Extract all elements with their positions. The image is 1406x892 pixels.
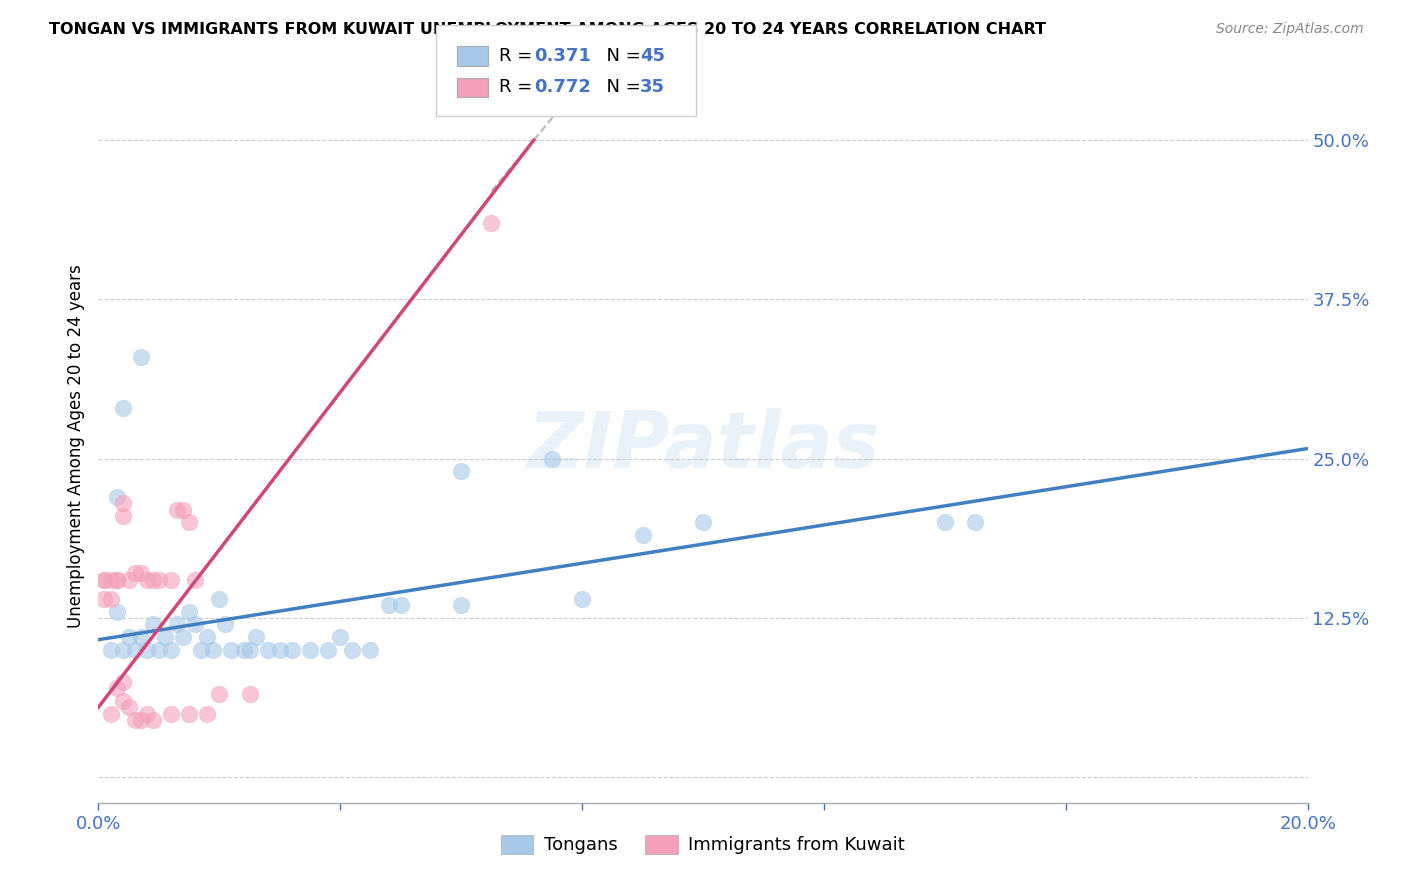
Legend: Tongans, Immigrants from Kuwait: Tongans, Immigrants from Kuwait — [494, 828, 912, 862]
Point — [142, 617, 165, 632]
Point — [100, 706, 122, 721]
Point — [142, 573, 165, 587]
Text: Source: ZipAtlas.com: Source: ZipAtlas.com — [1216, 22, 1364, 37]
Point — [342, 643, 364, 657]
Point — [360, 643, 382, 657]
Point — [202, 643, 225, 657]
Point — [172, 630, 194, 644]
Point — [571, 591, 593, 606]
Point — [148, 643, 170, 657]
Point — [269, 643, 291, 657]
Point — [93, 591, 115, 606]
Point — [965, 516, 987, 530]
Point — [214, 617, 236, 632]
Point — [172, 502, 194, 516]
Point — [195, 706, 218, 721]
Point — [239, 643, 262, 657]
Text: 0.371: 0.371 — [534, 47, 591, 65]
Point — [153, 630, 176, 644]
Point — [179, 605, 201, 619]
Point — [316, 643, 339, 657]
Point — [208, 688, 231, 702]
Point — [377, 599, 399, 613]
Point — [118, 573, 141, 587]
Point — [160, 643, 183, 657]
Point — [166, 502, 188, 516]
Point — [111, 496, 134, 510]
Point — [105, 490, 128, 504]
Text: TONGAN VS IMMIGRANTS FROM KUWAIT UNEMPLOYMENT AMONG AGES 20 TO 24 YEARS CORRELAT: TONGAN VS IMMIGRANTS FROM KUWAIT UNEMPLO… — [49, 22, 1046, 37]
Point — [124, 713, 146, 727]
Point — [105, 573, 128, 587]
Point — [111, 694, 134, 708]
Point — [111, 643, 134, 657]
Point — [190, 643, 212, 657]
Point — [934, 516, 956, 530]
Point — [540, 451, 562, 466]
Point — [195, 630, 218, 644]
Point — [118, 630, 141, 644]
Point — [160, 706, 183, 721]
Point — [281, 643, 304, 657]
Point — [105, 573, 128, 587]
Point — [111, 509, 134, 524]
Text: 45: 45 — [640, 47, 665, 65]
Point — [129, 566, 152, 581]
Point — [129, 630, 152, 644]
Point — [118, 700, 141, 714]
Text: N =: N = — [595, 78, 647, 96]
Point — [256, 643, 278, 657]
Point — [124, 643, 146, 657]
Point — [232, 643, 254, 657]
Point — [105, 681, 128, 695]
Point — [111, 401, 134, 415]
Text: 35: 35 — [640, 78, 665, 96]
Point — [179, 706, 201, 721]
Point — [389, 599, 412, 613]
Point — [481, 216, 503, 230]
Point — [93, 573, 115, 587]
Text: R =: R = — [499, 47, 538, 65]
Point — [184, 573, 207, 587]
Point — [100, 591, 122, 606]
Text: R =: R = — [499, 78, 538, 96]
Point — [111, 674, 134, 689]
Point — [124, 566, 146, 581]
Point — [450, 465, 472, 479]
Point — [129, 713, 152, 727]
Point — [208, 591, 231, 606]
Point — [142, 713, 165, 727]
Point — [105, 605, 128, 619]
Point — [135, 573, 157, 587]
Text: N =: N = — [595, 47, 647, 65]
Point — [299, 643, 322, 657]
Text: ZIPatlas: ZIPatlas — [527, 408, 879, 484]
Point — [129, 350, 152, 364]
Point — [160, 573, 183, 587]
Point — [184, 617, 207, 632]
Point — [450, 599, 472, 613]
Point — [239, 688, 262, 702]
Point — [135, 643, 157, 657]
Point — [148, 573, 170, 587]
Point — [179, 516, 201, 530]
Point — [692, 516, 714, 530]
Point — [93, 573, 115, 587]
Y-axis label: Unemployment Among Ages 20 to 24 years: Unemployment Among Ages 20 to 24 years — [66, 264, 84, 628]
Point — [100, 573, 122, 587]
Point — [221, 643, 243, 657]
Point — [100, 643, 122, 657]
Point — [245, 630, 267, 644]
Point — [135, 706, 157, 721]
Text: 0.772: 0.772 — [534, 78, 591, 96]
Point — [329, 630, 352, 644]
Point — [166, 617, 188, 632]
Point — [631, 528, 654, 542]
